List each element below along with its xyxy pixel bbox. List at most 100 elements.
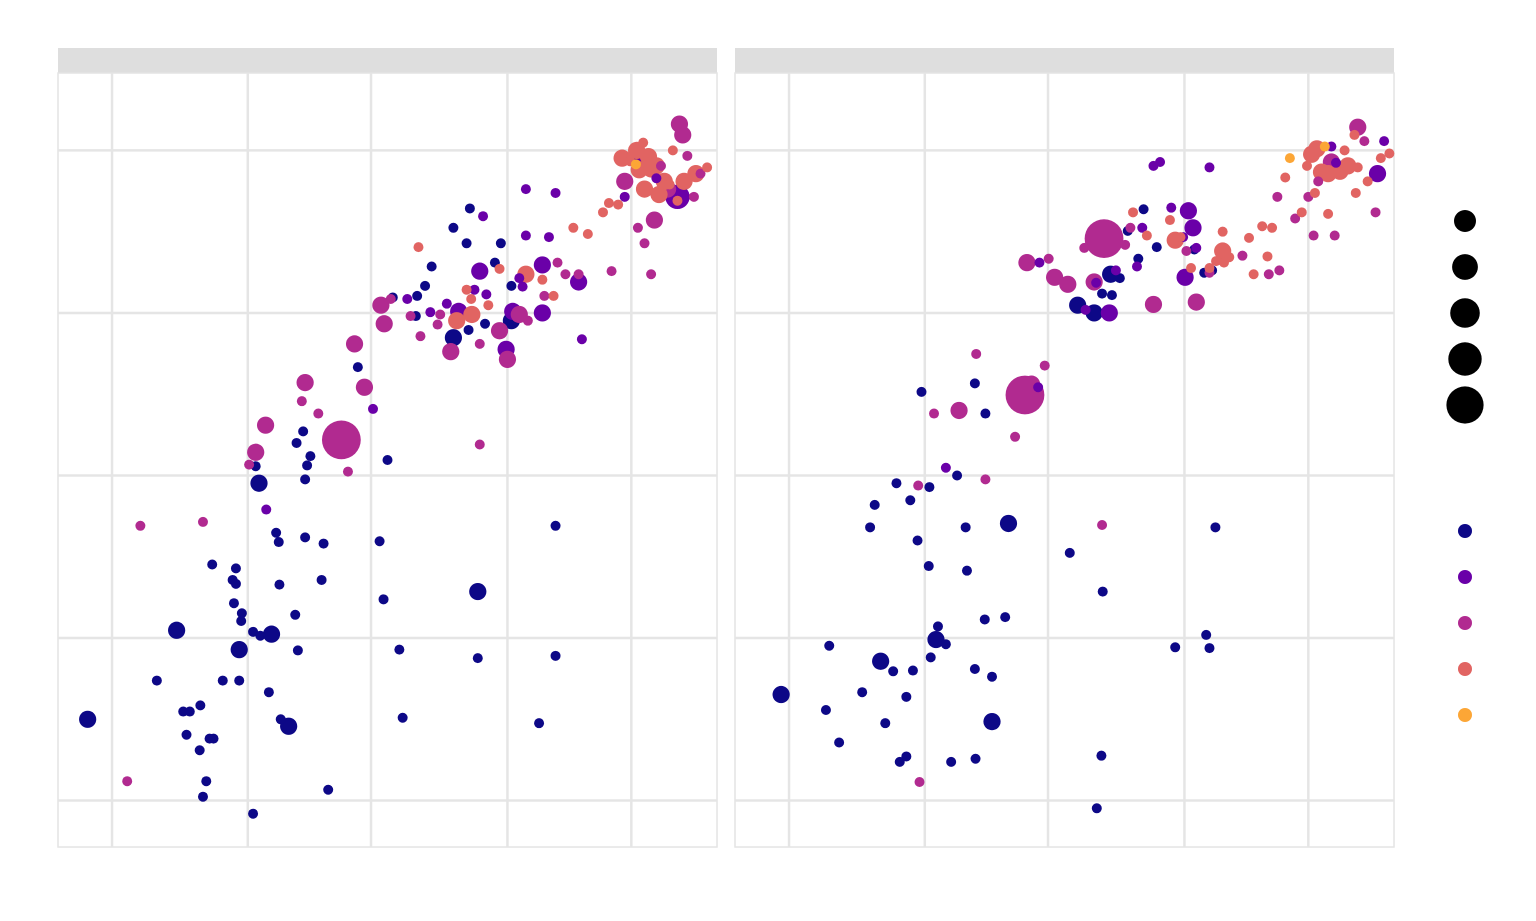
data-point xyxy=(573,269,584,280)
data-point xyxy=(1309,187,1320,198)
data-point xyxy=(1000,612,1011,623)
data-point xyxy=(480,318,491,329)
data-point xyxy=(682,150,693,161)
data-point xyxy=(1131,261,1142,272)
data-point xyxy=(1339,157,1357,175)
data-point xyxy=(1204,263,1215,274)
data-point xyxy=(122,776,133,787)
data-point xyxy=(987,671,998,682)
data-point xyxy=(197,516,208,527)
data-point xyxy=(230,641,248,659)
data-point xyxy=(441,298,452,309)
data-point xyxy=(539,290,550,301)
data-point xyxy=(217,675,228,686)
legend-size-key xyxy=(1452,254,1478,280)
data-point xyxy=(261,504,272,515)
data-point xyxy=(273,537,284,548)
data-point xyxy=(181,729,192,740)
data-point xyxy=(234,675,245,686)
data-point xyxy=(1181,246,1192,257)
data-point xyxy=(195,700,206,711)
data-point xyxy=(894,756,905,767)
data-point xyxy=(1043,253,1054,264)
facet-panel-1 xyxy=(57,48,718,848)
data-point xyxy=(305,451,316,462)
data-point xyxy=(983,713,1001,731)
data-point xyxy=(184,706,195,717)
data-point xyxy=(672,195,683,206)
data-point xyxy=(1352,162,1363,173)
data-point xyxy=(925,652,936,663)
data-point xyxy=(1272,191,1283,202)
data-point xyxy=(820,705,831,716)
data-point xyxy=(1217,226,1228,237)
data-point xyxy=(426,261,437,272)
data-point xyxy=(1191,242,1202,253)
data-point xyxy=(1034,257,1045,268)
data-point xyxy=(474,439,485,450)
data-point xyxy=(262,625,281,643)
data-point xyxy=(236,615,247,626)
data-point xyxy=(1302,160,1313,171)
data-point xyxy=(372,296,390,314)
data-point xyxy=(471,262,489,280)
data-point xyxy=(940,462,951,473)
data-point xyxy=(999,514,1018,533)
data-point xyxy=(905,495,916,506)
data-point xyxy=(1097,520,1108,531)
data-point xyxy=(432,319,443,330)
data-point xyxy=(248,808,259,819)
data-point xyxy=(857,687,868,698)
data-point xyxy=(316,574,327,585)
data-point xyxy=(520,184,531,195)
data-point xyxy=(207,559,218,570)
data-point xyxy=(244,459,255,470)
data-point xyxy=(522,315,533,326)
data-point xyxy=(952,470,963,481)
data-point xyxy=(405,311,416,322)
data-point xyxy=(533,304,551,322)
data-point xyxy=(907,665,918,676)
data-point xyxy=(1091,803,1102,814)
data-point xyxy=(478,211,489,222)
data-point xyxy=(1284,153,1295,164)
data-point xyxy=(296,374,314,392)
data-point xyxy=(603,198,614,209)
data-point xyxy=(650,185,668,204)
data-point xyxy=(168,621,186,639)
data-point xyxy=(461,284,472,295)
legend-size-key xyxy=(1448,342,1482,376)
data-point xyxy=(616,172,634,190)
data-point xyxy=(1170,642,1181,653)
data-point xyxy=(1039,360,1050,371)
data-point xyxy=(1280,172,1291,183)
data-point xyxy=(619,191,630,202)
data-point xyxy=(550,187,561,198)
data-point xyxy=(461,238,472,249)
data-point xyxy=(435,309,446,320)
data-point xyxy=(1248,269,1259,280)
data-point xyxy=(971,348,982,359)
data-point xyxy=(291,437,302,448)
data-point xyxy=(481,289,492,300)
data-point xyxy=(1010,431,1021,442)
data-point xyxy=(645,211,663,229)
data-point xyxy=(290,609,301,620)
data-point xyxy=(550,650,561,661)
data-point xyxy=(494,263,505,274)
data-point xyxy=(228,598,239,609)
data-point xyxy=(292,645,303,656)
data-point xyxy=(651,173,662,184)
data-point xyxy=(664,179,675,190)
data-point xyxy=(425,307,436,318)
data-point xyxy=(1144,295,1163,314)
data-point xyxy=(1096,750,1107,761)
data-point xyxy=(1184,219,1202,237)
data-point xyxy=(1176,268,1194,286)
data-point xyxy=(1120,239,1131,250)
data-point xyxy=(1141,230,1152,241)
data-point xyxy=(901,751,912,762)
data-point xyxy=(834,737,845,748)
data-point xyxy=(646,269,657,280)
